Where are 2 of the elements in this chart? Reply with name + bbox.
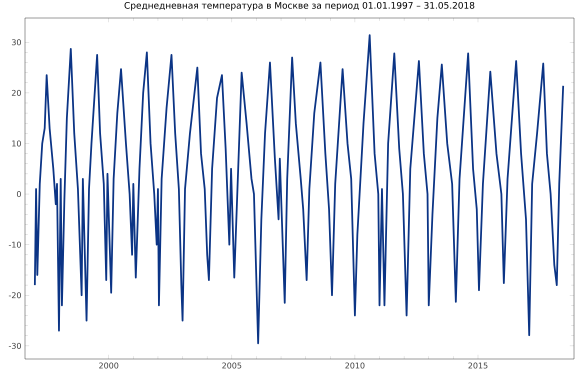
- line-series: [34, 34, 564, 344]
- chart-title: Среднедневная температура в Москве за период 01.01.1997 – 31.05.2018: [124, 2, 474, 10]
